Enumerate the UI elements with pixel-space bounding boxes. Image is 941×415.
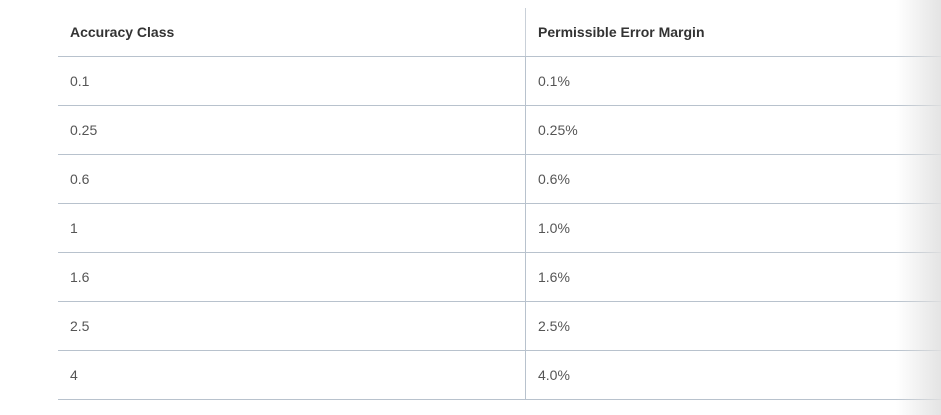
cell-accuracy-class: 0.25	[58, 106, 526, 154]
cell-error-margin: 0.25%	[538, 122, 578, 138]
table-header-row: Accuracy Class Permissible Error Margin	[58, 8, 941, 57]
cell-accuracy-class: 0.1	[58, 57, 526, 105]
cell-error-margin: 4.0%	[538, 367, 570, 383]
cell-accuracy-class: 1.6	[58, 253, 526, 301]
table-row: 2.5 2.5%	[58, 302, 941, 351]
accuracy-table: Accuracy Class Permissible Error Margin …	[58, 8, 941, 400]
cell-error-margin: 1.0%	[538, 220, 570, 236]
header-accuracy-class: Accuracy Class	[58, 8, 526, 56]
table-row: 1 1.0%	[58, 204, 941, 253]
cell-accuracy-class: 0.6	[58, 155, 526, 203]
table-row: 4 4.0%	[58, 351, 941, 400]
cell-error-margin: 1.6%	[538, 269, 570, 285]
table-row: 0.1 0.1%	[58, 57, 941, 106]
cell-error-margin: 0.1%	[538, 73, 570, 89]
header-permissible-error-margin: Permissible Error Margin	[538, 24, 705, 40]
cell-accuracy-class: 4	[58, 351, 526, 399]
table-row: 0.6 0.6%	[58, 155, 941, 204]
cell-accuracy-class: 2.5	[58, 302, 526, 350]
cell-accuracy-class: 1	[58, 204, 526, 252]
cell-error-margin: 2.5%	[538, 318, 570, 334]
table-row: 0.25 0.25%	[58, 106, 941, 155]
cell-error-margin: 0.6%	[538, 171, 570, 187]
table-row: 1.6 1.6%	[58, 253, 941, 302]
